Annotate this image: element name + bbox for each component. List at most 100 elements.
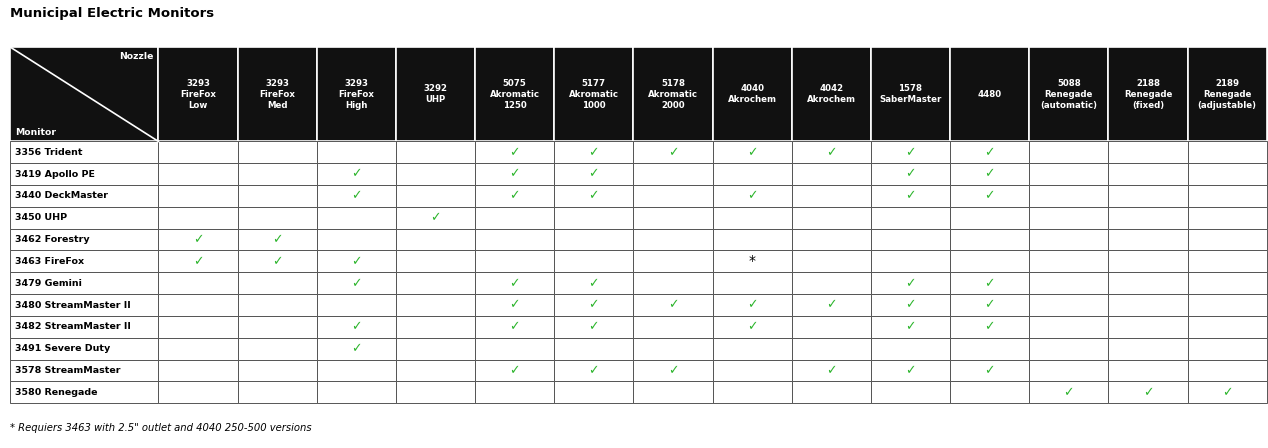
Bar xyxy=(476,142,554,163)
Bar xyxy=(396,294,476,316)
Text: ✓: ✓ xyxy=(510,146,520,159)
Bar xyxy=(396,316,476,338)
Bar xyxy=(1188,272,1267,294)
Text: 1578
SaberMaster: 1578 SaberMaster xyxy=(879,84,942,104)
Bar xyxy=(158,360,237,381)
Bar xyxy=(634,381,713,403)
Bar xyxy=(1188,294,1267,316)
Bar xyxy=(1030,185,1108,207)
Text: ✓: ✓ xyxy=(588,146,598,159)
Bar xyxy=(237,47,317,142)
Bar xyxy=(634,207,713,228)
Bar xyxy=(713,316,791,338)
Text: 3462 Forestry: 3462 Forestry xyxy=(15,235,90,244)
Text: ✓: ✓ xyxy=(588,298,598,311)
Bar xyxy=(871,272,950,294)
Bar xyxy=(1108,381,1188,403)
Bar xyxy=(237,294,317,316)
Text: ✓: ✓ xyxy=(747,190,757,202)
Text: ✓: ✓ xyxy=(351,277,361,290)
Bar xyxy=(1108,272,1188,294)
Bar xyxy=(1108,185,1188,207)
Bar xyxy=(1188,360,1267,381)
Bar xyxy=(634,316,713,338)
Bar xyxy=(871,228,950,250)
Text: 4040
Akrochem: 4040 Akrochem xyxy=(728,84,777,104)
Bar xyxy=(713,163,791,185)
Text: ✓: ✓ xyxy=(825,146,837,159)
Bar xyxy=(713,207,791,228)
Bar xyxy=(634,360,713,381)
Bar xyxy=(871,360,950,381)
Bar xyxy=(396,163,476,185)
Bar xyxy=(237,316,317,338)
Bar xyxy=(713,47,791,142)
Text: ✓: ✓ xyxy=(668,298,678,311)
Bar xyxy=(1108,294,1188,316)
Bar xyxy=(554,142,634,163)
Bar xyxy=(950,272,1030,294)
Bar xyxy=(871,185,950,207)
Bar xyxy=(317,185,396,207)
Bar xyxy=(791,316,871,338)
Bar xyxy=(476,294,554,316)
Bar xyxy=(950,163,1030,185)
Bar xyxy=(791,338,871,360)
Bar xyxy=(950,185,1030,207)
Bar xyxy=(634,47,713,142)
Bar xyxy=(476,207,554,228)
Bar xyxy=(158,207,237,228)
Text: ✓: ✓ xyxy=(1064,386,1074,399)
Bar xyxy=(1188,47,1267,142)
Text: Nozzle: Nozzle xyxy=(119,52,153,60)
Bar xyxy=(634,272,713,294)
Bar xyxy=(1030,207,1108,228)
Text: 4042
Akrochem: 4042 Akrochem xyxy=(806,84,856,104)
Text: ✓: ✓ xyxy=(747,298,757,311)
Bar xyxy=(10,142,158,163)
Text: ✓: ✓ xyxy=(351,320,361,333)
Bar xyxy=(713,142,791,163)
Text: ✓: ✓ xyxy=(905,277,915,290)
Bar xyxy=(1030,316,1108,338)
Text: ✓: ✓ xyxy=(351,168,361,181)
Bar xyxy=(317,316,396,338)
Bar xyxy=(634,338,713,360)
Bar xyxy=(871,142,950,163)
Bar xyxy=(554,272,634,294)
Text: 5178
Akromatic
2000: 5178 Akromatic 2000 xyxy=(648,79,697,110)
Bar xyxy=(871,338,950,360)
Bar xyxy=(713,381,791,403)
Text: ✓: ✓ xyxy=(905,364,915,377)
Bar xyxy=(476,360,554,381)
Bar xyxy=(317,294,396,316)
Bar xyxy=(1188,250,1267,272)
Bar xyxy=(554,381,634,403)
Bar xyxy=(791,294,871,316)
Bar xyxy=(1108,360,1188,381)
Bar xyxy=(1030,228,1108,250)
Text: ✓: ✓ xyxy=(1222,386,1232,399)
Bar xyxy=(10,294,158,316)
Text: ✓: ✓ xyxy=(668,146,678,159)
Bar xyxy=(713,228,791,250)
Bar xyxy=(1188,228,1267,250)
Bar xyxy=(396,360,476,381)
Bar xyxy=(237,207,317,228)
Bar xyxy=(10,163,158,185)
Text: ✓: ✓ xyxy=(510,320,520,333)
Text: ✓: ✓ xyxy=(588,190,598,202)
Text: 3479 Gemini: 3479 Gemini xyxy=(15,279,82,288)
Bar xyxy=(10,185,158,207)
Text: ✓: ✓ xyxy=(588,320,598,333)
Bar xyxy=(158,294,237,316)
Bar xyxy=(713,294,791,316)
Bar xyxy=(237,163,317,185)
Bar xyxy=(10,228,158,250)
Bar xyxy=(1188,163,1267,185)
Bar xyxy=(634,163,713,185)
Bar xyxy=(1108,142,1188,163)
Text: 3491 Severe Duty: 3491 Severe Duty xyxy=(15,344,110,353)
Text: ✓: ✓ xyxy=(193,233,203,246)
Bar xyxy=(791,250,871,272)
